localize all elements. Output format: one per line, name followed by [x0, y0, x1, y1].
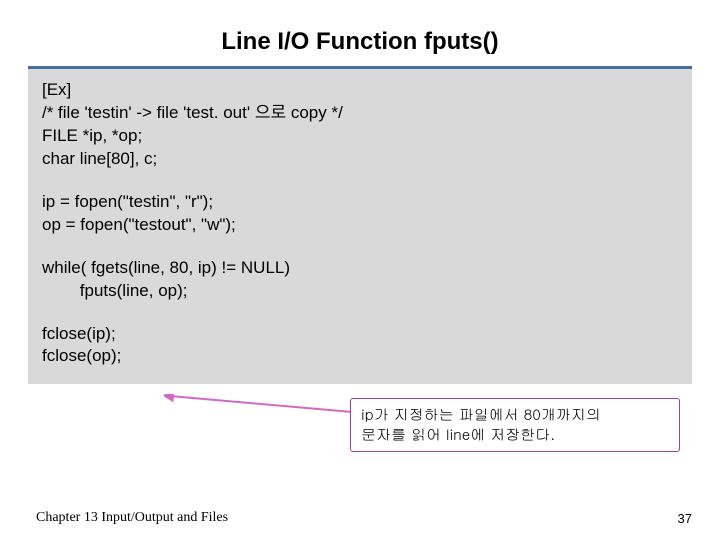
- code-line: fclose(op);: [42, 345, 678, 368]
- callout-arrow-icon: [164, 394, 354, 414]
- callout-text-line: ip가 지정하는 파일에서 80개까지의: [361, 405, 669, 425]
- code-line: [Ex]: [42, 79, 678, 102]
- callout-text-line: 문자를 읽어 line에 저장한다.: [361, 425, 669, 445]
- slide-title: Line I/O Function fputs(): [28, 28, 692, 56]
- code-line: fputs(line, op);: [42, 280, 678, 303]
- spacer: [42, 303, 678, 323]
- slide: Line I/O Function fputs() [Ex] /* file '…: [0, 0, 720, 540]
- callout: ip가 지정하는 파일에서 80개까지의 문자를 읽어 line에 저장한다.: [350, 398, 680, 458]
- spacer: [42, 237, 678, 257]
- code-line: op = fopen("testout", "w");: [42, 214, 678, 237]
- page-number: 37: [678, 511, 692, 526]
- footer-text: Chapter 13 Input/Output and Files: [36, 510, 228, 526]
- code-line: char line[80], c;: [42, 148, 678, 171]
- spacer: [42, 171, 678, 191]
- code-line: ip = fopen("testin", "r");: [42, 191, 678, 214]
- code-line: /* file 'testin' -> file 'test. out' 으로 …: [42, 102, 678, 125]
- code-line: FILE *ip, *op;: [42, 125, 678, 148]
- code-line: fclose(ip);: [42, 323, 678, 346]
- callout-box: ip가 지정하는 파일에서 80개까지의 문자를 읽어 line에 저장한다.: [350, 398, 680, 452]
- code-block: [Ex] /* file 'testin' -> file 'test. out…: [28, 69, 692, 384]
- code-line: while( fgets(line, 80, ip) != NULL): [42, 257, 678, 280]
